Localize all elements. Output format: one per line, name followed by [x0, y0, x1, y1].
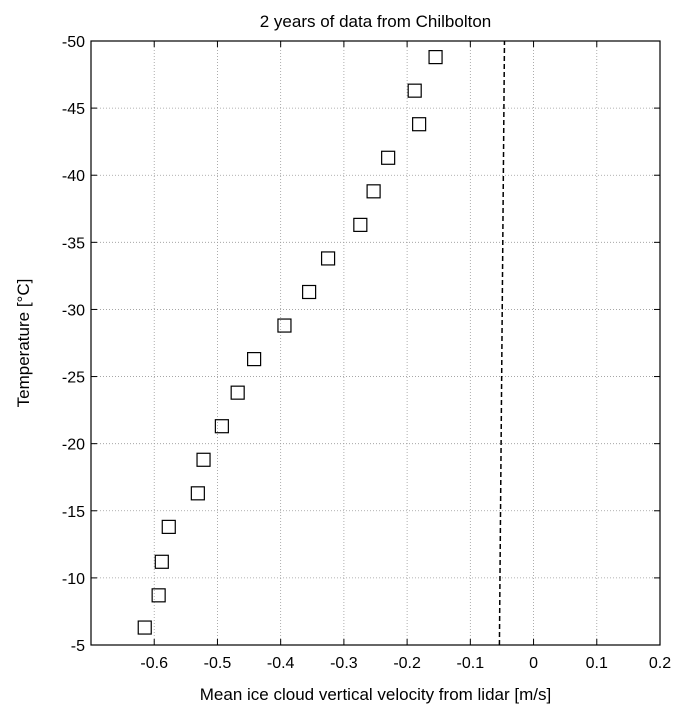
data-point [196, 452, 211, 467]
data-points [137, 50, 443, 635]
chart-title: 2 years of data from Chilbolton [260, 12, 492, 31]
y-axis-title: Temperature [°C] [14, 279, 33, 408]
x-axis-title: Mean ice cloud vertical velocity from li… [200, 685, 551, 704]
plot-background [91, 41, 660, 645]
data-point [428, 50, 443, 65]
y-tick-label: -35 [62, 235, 85, 252]
reference-line-group [498, 40, 506, 646]
y-tick-labels: -5 -10 -15 -20 -25 -30 -35 -40 -45 -50 [62, 34, 85, 655]
x-tick-label: -0.3 [330, 655, 358, 672]
reference-line [498, 40, 506, 646]
y-tick-label: -40 [62, 168, 85, 185]
y-tick-label: -10 [62, 571, 85, 588]
data-point [190, 486, 205, 501]
y-tick-label: -5 [71, 638, 85, 655]
data-point [353, 217, 368, 232]
axis-ticks [91, 40, 661, 646]
data-point [247, 352, 262, 367]
y-tick-label: -50 [62, 34, 85, 51]
data-point [214, 419, 229, 434]
x-tick-label: -0.4 [267, 655, 295, 672]
data-point [320, 251, 336, 266]
x-tick-label: 0.2 [649, 655, 671, 672]
data-point [412, 117, 427, 132]
x-tick-label: -0.5 [204, 655, 232, 672]
x-tick-label: -0.1 [457, 655, 485, 672]
y-tick-label: -45 [62, 101, 85, 118]
x-tick-label: -0.2 [393, 655, 421, 672]
data-point [407, 83, 422, 98]
x-tick-label: -0.6 [140, 655, 168, 672]
data-point [381, 150, 396, 165]
data-point [137, 620, 152, 635]
y-tick-label: -15 [62, 504, 85, 521]
data-point [161, 519, 176, 534]
x-tick-labels: -0.6 -0.5 -0.4 -0.3 -0.2 -0.1 0 0.1 0.2 [140, 655, 671, 672]
data-point [230, 385, 245, 400]
x-tick-label: 0 [529, 655, 538, 672]
y-tick-label: -30 [62, 302, 85, 319]
y-tick-label: -20 [62, 437, 85, 454]
data-point [151, 588, 166, 603]
y-tick-label: -25 [62, 370, 85, 387]
data-point [366, 184, 381, 199]
plot-frame [90, 40, 661, 646]
x-tick-label: 0.1 [586, 655, 608, 672]
data-point [277, 318, 292, 333]
data-point [302, 284, 317, 300]
data-point [154, 554, 169, 569]
